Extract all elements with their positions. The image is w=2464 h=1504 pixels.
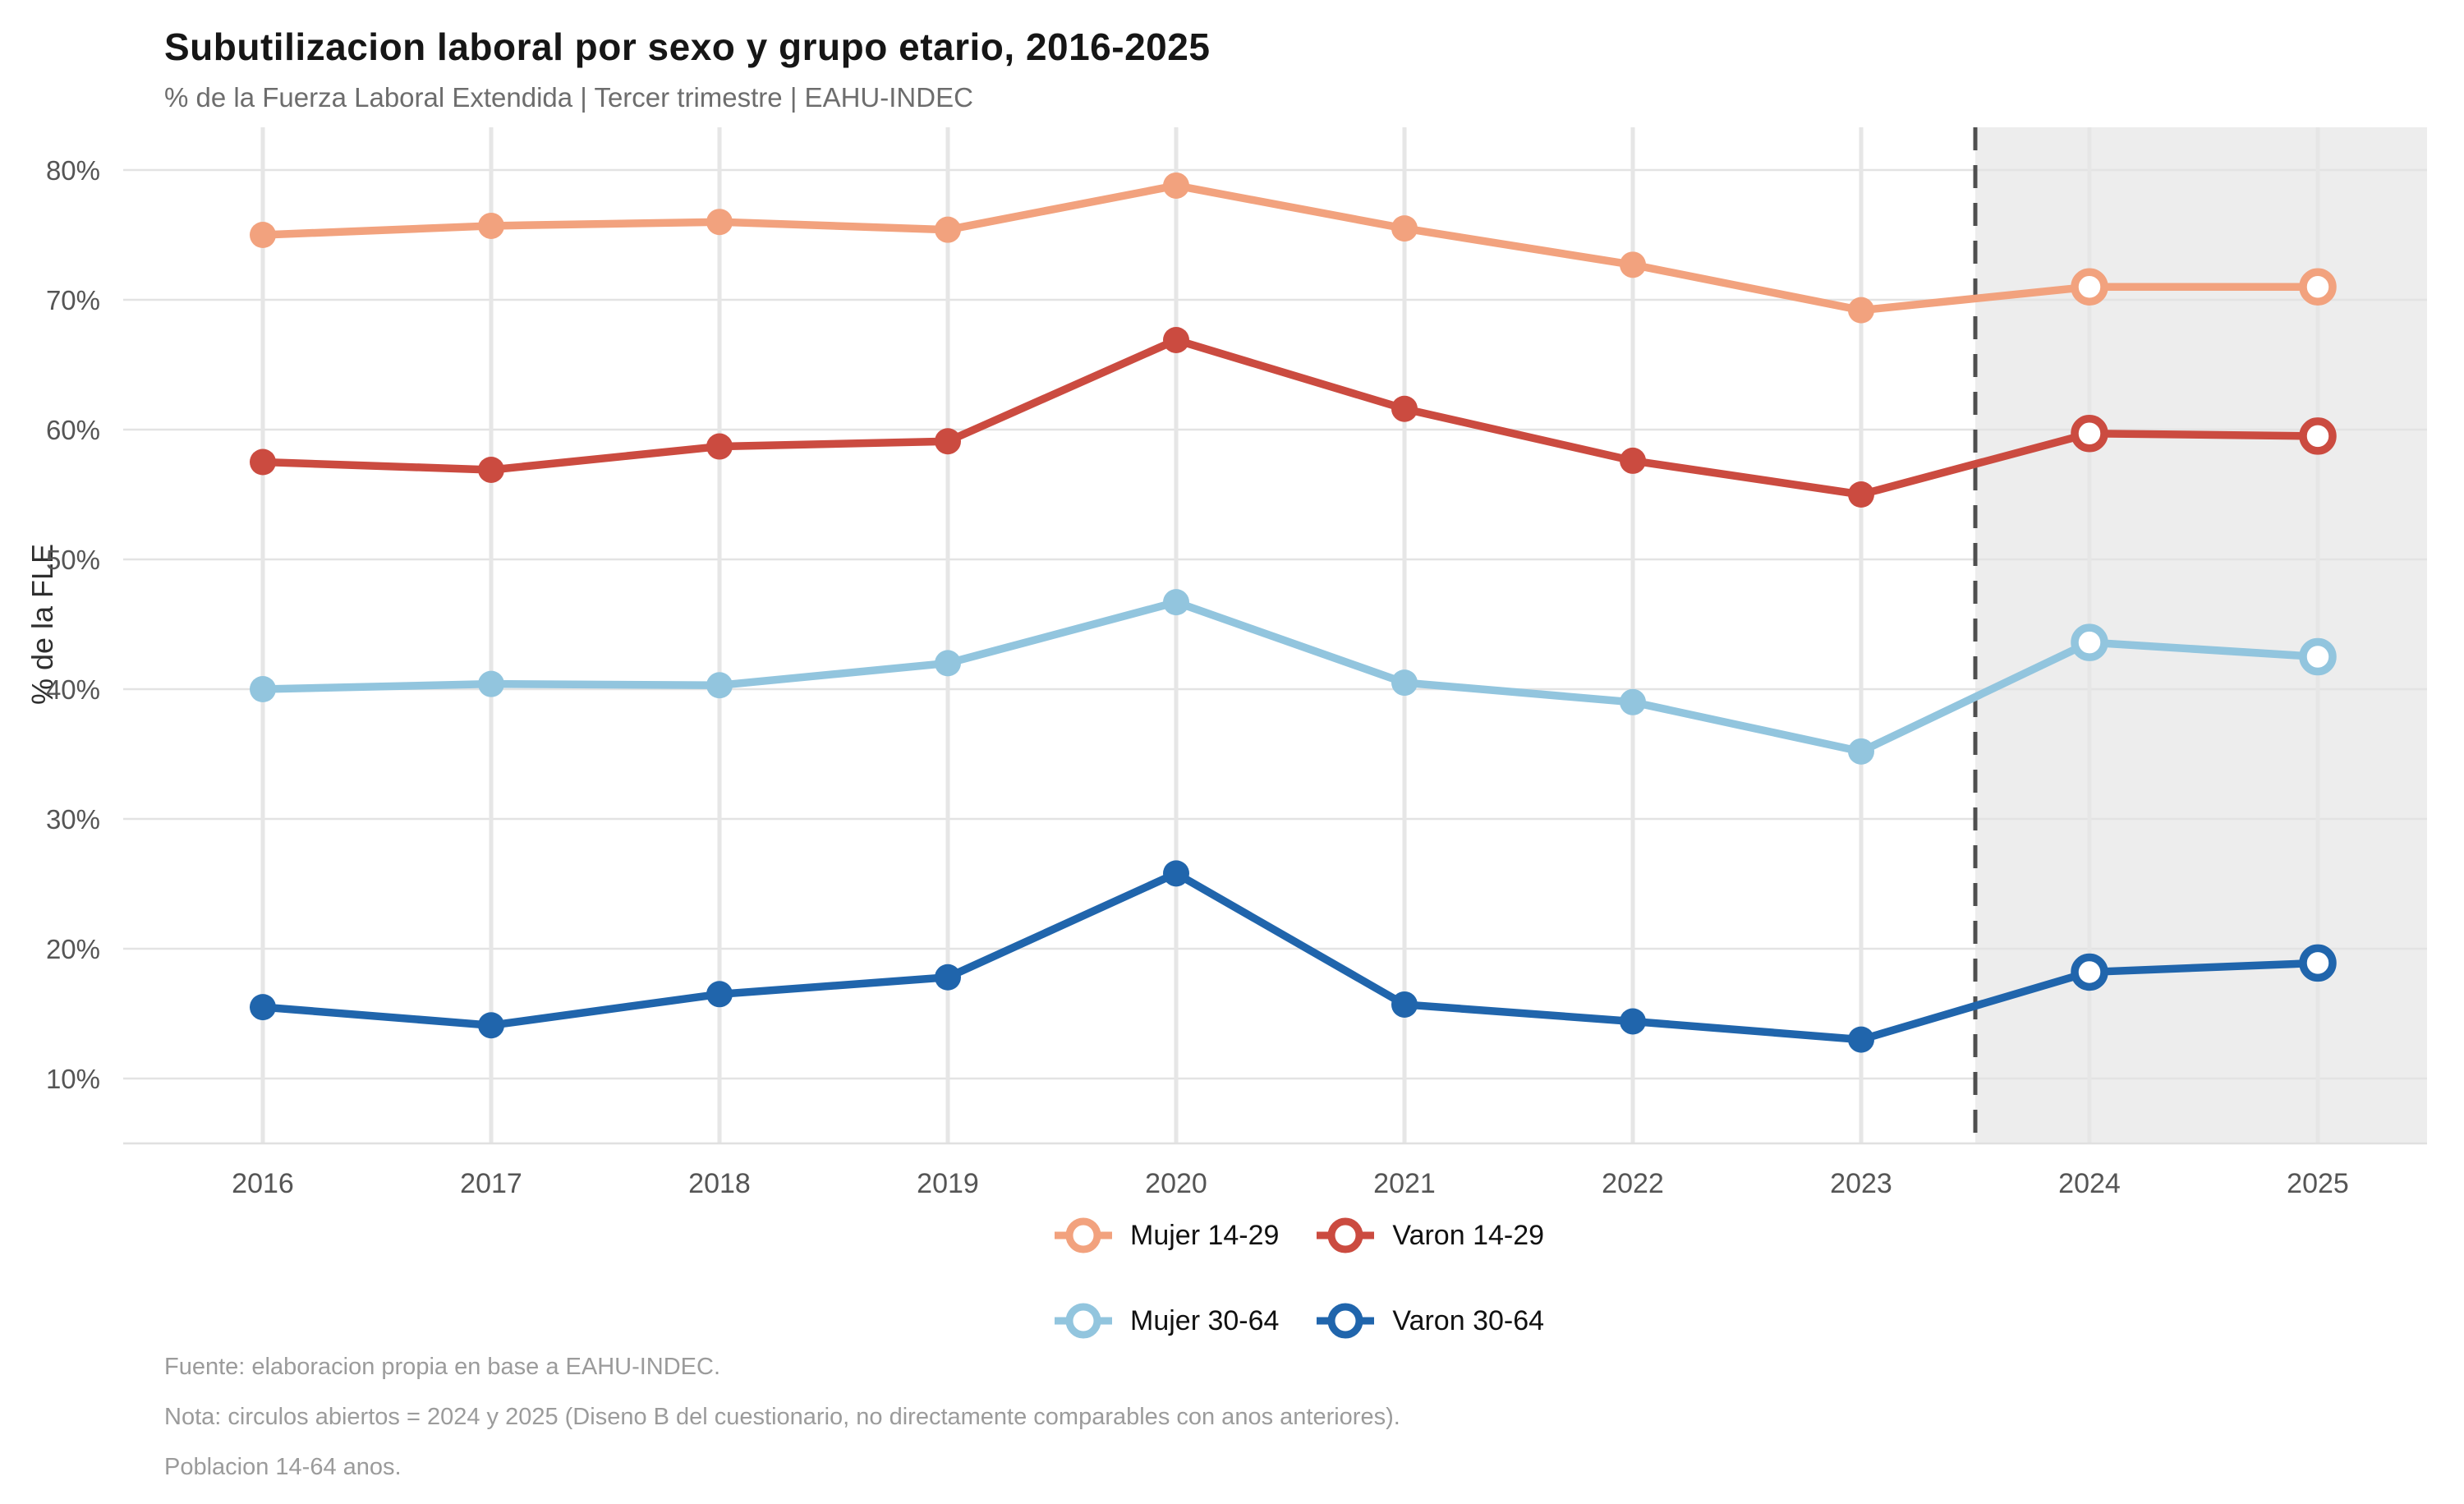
x-tick-label: 2019: [917, 1168, 979, 1199]
y-tick-label: 50%: [46, 545, 100, 575]
x-tick-label: 2023: [1830, 1168, 1892, 1199]
data-point: [1163, 172, 1189, 199]
data-point: [1391, 215, 1418, 242]
series-line-varon-30-64: [259, 869, 2322, 1044]
data-point: [706, 981, 733, 1008]
x-tick-label: 2020: [1145, 1168, 1207, 1199]
legend-key-icon: [1055, 1303, 1112, 1339]
data-point-open: [2299, 637, 2337, 676]
legend-label: Mujer 14-29: [1130, 1219, 1280, 1251]
data-point: [706, 672, 733, 699]
x-tick-label: 2022: [1602, 1168, 1664, 1199]
legend-key-icon: [1055, 1217, 1112, 1253]
data-point: [1163, 860, 1189, 887]
data-point: [250, 994, 276, 1021]
data-point: [706, 433, 733, 460]
series-line-mujer-14-29: [259, 182, 2322, 315]
data-point: [1620, 1008, 1646, 1035]
page-title: Subutilizacion laboral por sexo y grupo …: [164, 25, 1211, 68]
legend-item-varon-30-64: Varon 30-64: [1315, 1299, 1544, 1342]
data-point-open: [2071, 268, 2108, 306]
data-point: [1620, 688, 1646, 715]
data-point: [250, 448, 276, 476]
data-point: [935, 428, 961, 455]
x-tick-label: 2018: [688, 1168, 751, 1199]
x-tick-label: 2017: [460, 1168, 522, 1199]
data-point: [1163, 589, 1189, 616]
legend-label: Varon 14-29: [1392, 1219, 1545, 1251]
forecast-shaded-region: [1975, 127, 2427, 1143]
y-tick-label: 80%: [46, 155, 100, 186]
footnote-note: Nota: circulos abiertos = 2024 y 2025 (D…: [164, 1404, 1400, 1430]
data-point: [478, 1012, 504, 1039]
data-point: [478, 212, 504, 239]
x-tick-label: 2021: [1373, 1168, 1436, 1199]
x-tick-label: 2025: [2287, 1168, 2349, 1199]
footnotes: Fuente: elaboracion propia en base a EAH…: [164, 1354, 1400, 1504]
data-point-open: [2071, 623, 2108, 661]
chart-legend: Mujer 14-29 Varon 14-29 Mujer 30-64 Varon 3…: [1053, 1214, 1544, 1342]
x-tick-label: 2024: [2058, 1168, 2121, 1199]
y-tick-label: 60%: [46, 415, 100, 445]
data-point-open: [2299, 417, 2337, 455]
data-point: [250, 222, 276, 248]
data-point-open: [2299, 944, 2337, 982]
data-point: [935, 216, 961, 243]
data-point: [1848, 297, 1874, 324]
data-point: [1163, 326, 1189, 353]
legend-item-mujer-30-64: Mujer 30-64: [1053, 1299, 1279, 1342]
y-tick-label: 40%: [46, 674, 100, 705]
data-point: [935, 964, 961, 991]
data-point-open: [2071, 953, 2108, 991]
line-chart: 10% 20% 30% 40% 50% 60% 70% 80% 2016 2017 2018 2019…: [46, 127, 2427, 1199]
legend-key-icon: [1317, 1303, 1375, 1339]
data-point: [1620, 251, 1646, 278]
data-point: [1391, 669, 1418, 697]
data-point: [1391, 395, 1418, 422]
data-point: [250, 676, 276, 702]
data-point: [706, 209, 733, 236]
data-point: [1620, 447, 1646, 474]
x-tick-label: 2016: [232, 1168, 294, 1199]
y-tick-label: 30%: [46, 804, 100, 835]
legend-label: Mujer 30-64: [1130, 1304, 1280, 1336]
legend-item-varon-14-29: Varon 14-29: [1315, 1214, 1544, 1257]
legend-key-icon: [1317, 1217, 1375, 1253]
data-point-open: [2299, 268, 2337, 306]
series-line-varon-14-29: [259, 336, 2322, 499]
data-point: [1848, 481, 1874, 508]
data-point: [1848, 1026, 1874, 1053]
y-tick-label: 10%: [46, 1064, 100, 1094]
footnote-population: Poblacion 14-64 anos.: [164, 1454, 402, 1480]
y-tick-label: 70%: [46, 285, 100, 315]
series-line-mujer-30-64: [259, 598, 2322, 756]
chart-subtitle: % de la Fuerza Laboral Extendida | Terce…: [164, 82, 973, 113]
legend-label: Varon 30-64: [1392, 1304, 1545, 1336]
data-point: [1391, 991, 1418, 1018]
footnote-source: Fuente: elaboracion propia en base a EAH…: [164, 1354, 721, 1380]
y-tick-label: 20%: [46, 934, 100, 964]
data-point-open: [2071, 414, 2108, 453]
data-point: [478, 670, 504, 697]
data-point: [478, 456, 504, 483]
legend-item-mujer-14-29: Mujer 14-29: [1053, 1214, 1279, 1257]
data-point: [935, 650, 961, 677]
data-point: [1848, 738, 1874, 765]
